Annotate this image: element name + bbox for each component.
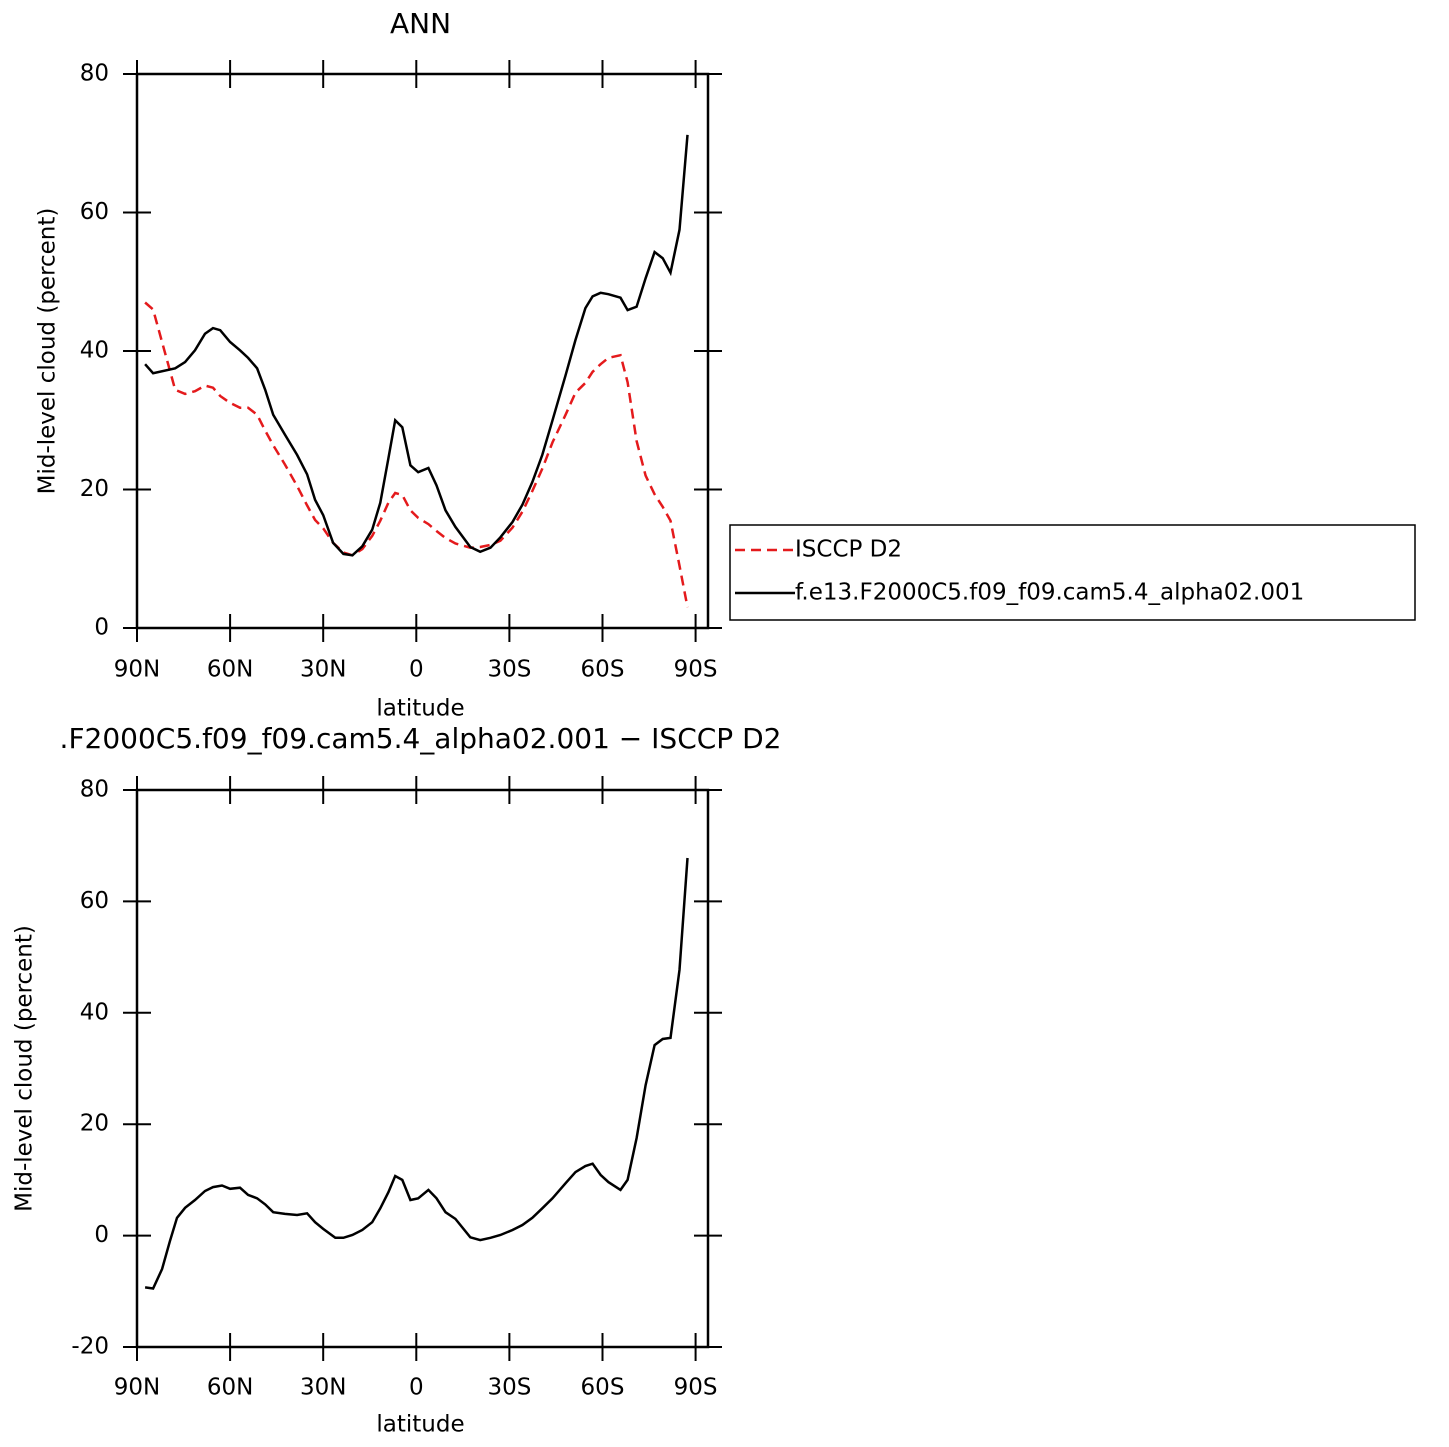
y-tick-label: 80	[80, 61, 109, 87]
x-tick-label: 90N	[114, 657, 160, 683]
x-tick-label: 60N	[207, 657, 253, 683]
x-tick-label: 60N	[207, 1375, 253, 1401]
y-tick-label: 20	[80, 476, 109, 502]
data-line	[144, 134, 689, 557]
y-tick-label: 80	[80, 777, 109, 803]
x-tick-label: 30N	[300, 1375, 346, 1401]
x-tick-label: 30N	[300, 657, 346, 683]
y-axis-label: Mid-level cloud (percent)	[12, 925, 38, 1212]
y-tick-label: 0	[94, 1222, 109, 1248]
x-tick-label: 30S	[487, 1375, 531, 1401]
x-tick-label: 60S	[581, 1375, 625, 1401]
data-line	[144, 857, 689, 1290]
legend-label: f.e13.F2000C5.f09_f09.cam5.4_alpha02.001	[795, 580, 1304, 606]
y-tick-label: -20	[71, 1334, 109, 1360]
x-axis-label: latitude	[376, 696, 464, 722]
data-line	[144, 301, 689, 608]
y-axis-label: Mid-level cloud (percent)	[35, 208, 61, 495]
x-tick-label: 0	[409, 1375, 424, 1401]
x-axis-label: latitude	[376, 1412, 464, 1438]
y-tick-label: 60	[80, 199, 109, 225]
legend-box	[729, 524, 1416, 621]
chart-title: .F2000C5.f09_f09.cam5.4_alpha02.001 − IS…	[60, 722, 782, 755]
y-tick-label: 40	[80, 999, 109, 1025]
x-tick-label: 0	[409, 657, 424, 683]
y-tick-label: 60	[80, 888, 109, 914]
x-tick-label: 60S	[581, 657, 625, 683]
x-tick-label: 90N	[114, 1375, 160, 1401]
plot-frame	[135, 72, 710, 630]
y-tick-label: 40	[80, 338, 109, 364]
chart-title: ANN	[390, 7, 451, 40]
y-tick-label: 20	[80, 1111, 109, 1137]
legend-label: ISCCP D2	[795, 537, 902, 563]
x-tick-label: 90S	[674, 657, 718, 683]
plot-frame	[135, 788, 710, 1349]
x-tick-label: 30S	[487, 657, 531, 683]
y-tick-label: 0	[94, 615, 109, 641]
x-tick-label: 90S	[674, 1375, 718, 1401]
